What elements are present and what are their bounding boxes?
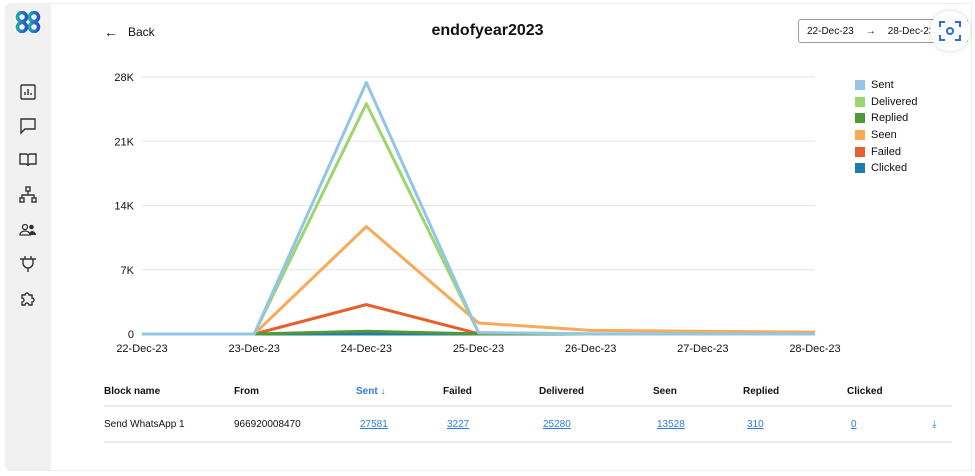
col-replied[interactable]: Replied bbox=[743, 378, 847, 407]
download-icon[interactable]: ⤓ bbox=[932, 406, 952, 443]
arrow-left-icon: ← bbox=[104, 24, 118, 40]
col-seen[interactable]: Seen bbox=[653, 378, 743, 407]
reports-icon[interactable] bbox=[19, 83, 37, 101]
legend-swatch bbox=[855, 130, 865, 141]
chart-legend: Sent Delivered Replied Seen Failed Clicked bbox=[855, 77, 917, 177]
legend-label: Failed bbox=[871, 145, 901, 158]
col-failed[interactable]: Failed bbox=[443, 378, 539, 407]
legend-label: Delivered bbox=[871, 95, 918, 108]
y-tick-label: 28K bbox=[114, 72, 134, 84]
delivered-link[interactable]: 25280 bbox=[543, 418, 571, 430]
legend-swatch bbox=[855, 163, 865, 174]
screenshot-button[interactable] bbox=[930, 11, 970, 51]
date-to[interactable]: 28-Dec-23 bbox=[887, 25, 935, 37]
legend-swatch bbox=[855, 80, 865, 91]
legend-item-sent[interactable]: Sent bbox=[855, 77, 917, 94]
sent-link[interactable]: 27581 bbox=[360, 418, 388, 430]
back-button[interactable]: ← Back bbox=[104, 24, 155, 40]
arrow-right-icon: → bbox=[865, 25, 876, 37]
legend-swatch bbox=[855, 113, 865, 124]
replied-link[interactable]: 310 bbox=[747, 418, 764, 430]
x-tick-label: 22-Dec-23 bbox=[116, 343, 167, 355]
back-label: Back bbox=[128, 25, 155, 39]
legend-item-replied[interactable]: Replied bbox=[855, 110, 917, 127]
col-block-name[interactable]: Block name bbox=[104, 378, 234, 407]
stats-table: Block name From Sent ↓ Failed Delivered … bbox=[104, 378, 952, 443]
line-chart: 0 7K 14K 21K 28K 22-Dec-23 23-Dec-23 24-Dec-23 2… bbox=[114, 72, 840, 355]
x-tick-label: 28-Dec-23 bbox=[789, 343, 840, 355]
x-tick-label: 24-Dec-23 bbox=[341, 343, 392, 355]
series-line-seen bbox=[142, 225, 816, 336]
col-from[interactable]: From bbox=[234, 378, 356, 407]
table-header-row: Block name From Sent ↓ Failed Delivered … bbox=[104, 378, 952, 407]
legend-label: Clicked bbox=[871, 162, 908, 175]
legend-swatch bbox=[855, 146, 865, 157]
x-tick-label: 23-Dec-23 bbox=[228, 343, 279, 355]
y-tick-label: 7K bbox=[121, 265, 135, 277]
sidebar bbox=[5, 3, 51, 471]
series-line-delivered bbox=[142, 102, 816, 336]
logo-icon[interactable] bbox=[15, 11, 41, 33]
page-title: endofyear2023 bbox=[431, 22, 544, 39]
legend-item-seen[interactable]: Seen bbox=[855, 127, 917, 144]
date-from[interactable]: 22-Dec-23 bbox=[807, 25, 854, 37]
book-icon[interactable] bbox=[19, 151, 37, 169]
legend-item-delivered[interactable]: Delivered bbox=[855, 94, 917, 111]
users-icon[interactable] bbox=[19, 221, 37, 239]
plug-icon[interactable] bbox=[19, 255, 37, 273]
from-number: 966920008470 bbox=[234, 406, 356, 443]
table-row: Send WhatsApp 1 966920008470 27581 3227 … bbox=[104, 406, 952, 443]
col-sent[interactable]: Sent ↓ bbox=[356, 378, 443, 407]
scan-icon bbox=[939, 21, 961, 41]
y-tick-label: 14K bbox=[114, 201, 134, 213]
y-tick-label: 0 bbox=[128, 329, 134, 341]
legend-item-clicked[interactable]: Clicked bbox=[855, 160, 917, 177]
col-delivered[interactable]: Delivered bbox=[539, 378, 653, 407]
main-panel bbox=[51, 3, 972, 471]
clicked-link[interactable]: 0 bbox=[851, 418, 857, 430]
x-tick-label: 27-Dec-23 bbox=[677, 343, 728, 355]
y-tick-label: 21K bbox=[114, 136, 134, 148]
puzzle-icon[interactable] bbox=[19, 290, 37, 308]
series-line-sent bbox=[142, 81, 816, 336]
x-tick-label: 26-Dec-23 bbox=[565, 343, 616, 355]
legend-label: Sent bbox=[871, 79, 894, 92]
failed-link[interactable]: 3227 bbox=[447, 418, 470, 430]
legend-label: Seen bbox=[871, 129, 897, 142]
chat-icon[interactable] bbox=[19, 117, 37, 135]
col-clicked[interactable]: Clicked bbox=[847, 378, 932, 407]
block-name: Send WhatsApp 1 bbox=[104, 406, 234, 443]
legend-swatch bbox=[855, 96, 865, 107]
sitemap-icon[interactable] bbox=[19, 186, 37, 204]
legend-label: Replied bbox=[871, 112, 909, 125]
legend-item-failed[interactable]: Failed bbox=[855, 143, 917, 160]
seen-link[interactable]: 13528 bbox=[657, 418, 685, 430]
x-tick-label: 25-Dec-23 bbox=[453, 343, 504, 355]
